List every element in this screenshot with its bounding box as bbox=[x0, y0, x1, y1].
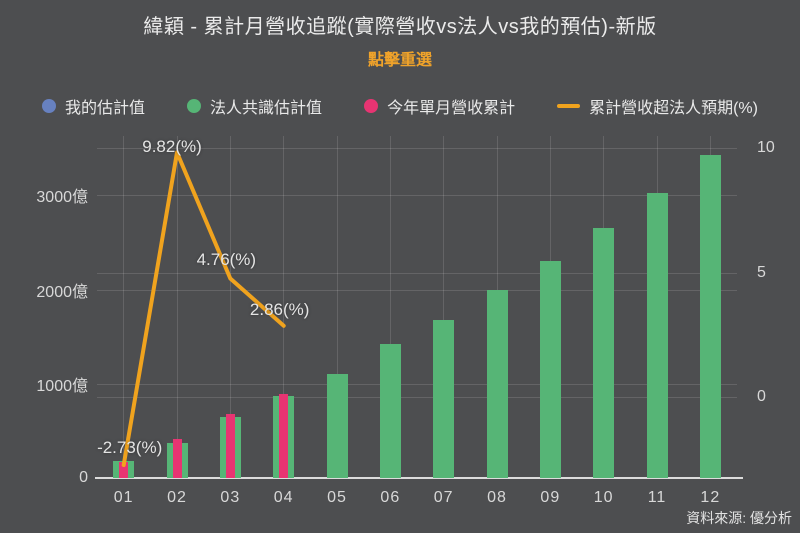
x-axis-label-05: 05 bbox=[327, 489, 347, 506]
grid-line-horizontal-left bbox=[97, 195, 737, 197]
bar-consensus-07[interactable] bbox=[433, 319, 455, 478]
grid-line-vertical bbox=[443, 136, 445, 478]
bar-consensus-09[interactable] bbox=[539, 261, 561, 478]
grid-line-horizontal-right bbox=[97, 397, 737, 398]
grid-line-horizontal-left bbox=[97, 383, 737, 385]
grid-line-vertical bbox=[389, 136, 391, 478]
y-axis-label-right: 5 bbox=[757, 263, 766, 281]
source-note: 資料來源: 優分析 bbox=[686, 510, 792, 526]
x-axis-label-04: 04 bbox=[273, 489, 294, 506]
legend-item-beat_pct[interactable]: 累計營收超法人預期(%) bbox=[557, 94, 758, 118]
x-axis-label-11: 11 bbox=[647, 489, 667, 506]
y-axis-label-left: 0 bbox=[79, 469, 88, 486]
bar-consensus-06[interactable] bbox=[379, 344, 401, 478]
legend-item-consensus[interactable]: 法人共識估計值 bbox=[187, 94, 322, 118]
grid-line-horizontal-left bbox=[97, 289, 737, 291]
y-axis-label-left: 3000億 bbox=[36, 189, 88, 207]
grid-line-vertical bbox=[176, 136, 178, 478]
x-axis-label-12: 12 bbox=[700, 489, 721, 506]
bar-consensus-08[interactable] bbox=[486, 289, 508, 478]
bar-actual-02[interactable] bbox=[172, 439, 182, 478]
legend-label: 累計營收超法人預期(%) bbox=[589, 100, 758, 117]
x-axis-label-01: 01 bbox=[113, 489, 134, 506]
bar-consensus-05[interactable] bbox=[326, 374, 348, 478]
beat-percentage-line-layer bbox=[121, 150, 286, 467]
x-axis-label-07: 07 bbox=[433, 489, 454, 506]
x-axis-label-08: 08 bbox=[487, 489, 507, 506]
plot-area: 0 1000億 2000億 3000億 0 5 10 01 02 03 04 05 06 07 08 09 10… bbox=[36, 136, 775, 506]
line-point-label-03: 4.76(%) bbox=[196, 250, 257, 270]
bar-consensus-10[interactable] bbox=[593, 228, 615, 478]
bar-actual-03[interactable] bbox=[225, 413, 235, 478]
legend-label: 法人共識估計值 bbox=[210, 100, 323, 117]
legend-dot-consensus bbox=[187, 99, 202, 113]
legend: 我的估計值 法人共識估計值 今年單月營收累計 累計營收超法人預期(%) bbox=[0, 94, 800, 118]
line-point-label-04: 2.86(%) bbox=[249, 299, 310, 319]
y-axis-label-left: 1000億 bbox=[36, 377, 88, 395]
y-axis-label-right: 10 bbox=[757, 139, 775, 156]
subtitle-reselect-link[interactable]: 點擊重選 bbox=[367, 52, 432, 69]
line-point-label-02: 9.82(%) bbox=[142, 137, 202, 157]
legend-dot-actual bbox=[364, 99, 379, 113]
x-axis-label-06: 06 bbox=[380, 489, 401, 506]
bar-consensus-11[interactable] bbox=[646, 192, 668, 478]
x-axis-label-03: 03 bbox=[220, 489, 241, 506]
legend-item-actual[interactable]: 今年單月營收累計 bbox=[364, 94, 515, 118]
chart-title: 緯穎 - 累計月營收追蹤(實際營收vs法人vs我的預估)-新版 bbox=[143, 16, 657, 38]
legend-label: 我的估計值 bbox=[65, 100, 146, 117]
x-axis-label-09: 09 bbox=[540, 489, 561, 506]
x-axis-line bbox=[95, 477, 743, 479]
grid-line-vertical bbox=[123, 136, 125, 478]
x-axis-label-10: 10 bbox=[593, 489, 614, 506]
legend-item-mine[interactable]: 我的估計值 bbox=[42, 94, 145, 118]
legend-dot-mine bbox=[42, 99, 57, 113]
legend-line-marker-beat_pct bbox=[557, 104, 581, 108]
grid-line-horizontal-right bbox=[97, 272, 737, 274]
grid-line-vertical bbox=[336, 136, 338, 478]
y-axis-label-left: 2000億 bbox=[36, 283, 88, 301]
x-axis-label-02: 02 bbox=[167, 489, 187, 506]
line-point-label-01: -2.73(%) bbox=[97, 437, 163, 457]
bar-consensus-12[interactable] bbox=[699, 154, 721, 478]
bar-actual-01[interactable] bbox=[119, 461, 129, 478]
bar-actual-04[interactable] bbox=[279, 393, 289, 478]
grid-line-horizontal-right bbox=[97, 148, 737, 149]
legend-label: 今年單月營收累計 bbox=[387, 100, 516, 117]
y-axis-label-right: 0 bbox=[757, 388, 766, 405]
